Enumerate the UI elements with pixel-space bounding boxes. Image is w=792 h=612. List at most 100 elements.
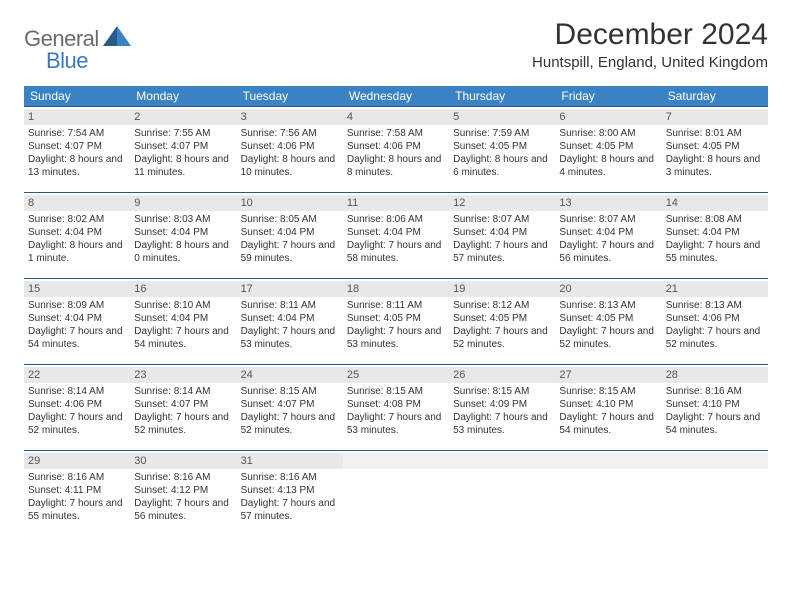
sunrise-text: Sunrise: 7:58 AM [347,127,445,140]
calendar-table: Sunday Monday Tuesday Wednesday Thursday… [24,86,768,537]
weekday-header: Sunday [24,86,130,107]
sunset-text: Sunset: 4:09 PM [453,398,551,411]
sunset-text: Sunset: 4:04 PM [241,312,339,325]
sunrise-text: Sunrise: 8:15 AM [241,385,339,398]
daylight-text: Daylight: 7 hours and 52 minutes. [241,411,339,437]
sunset-text: Sunset: 4:05 PM [453,312,551,325]
sunset-text: Sunset: 4:08 PM [347,398,445,411]
day-cell: 17Sunrise: 8:11 AMSunset: 4:04 PMDayligh… [237,279,343,365]
day-number: 21 [662,281,768,297]
day-number: 23 [130,367,236,383]
day-cell: 30Sunrise: 8:16 AMSunset: 4:12 PMDayligh… [130,451,236,537]
daylight-text: Daylight: 7 hours and 52 minutes. [666,325,764,351]
sunset-text: Sunset: 4:04 PM [453,226,551,239]
sunrise-text: Sunrise: 8:00 AM [559,127,657,140]
sunrise-text: Sunrise: 8:09 AM [28,299,126,312]
sunrise-text: Sunrise: 8:06 AM [347,213,445,226]
daylight-text: Daylight: 7 hours and 52 minutes. [28,411,126,437]
sunset-text: Sunset: 4:07 PM [134,140,232,153]
day-number: 8 [24,195,130,211]
day-cell: 6Sunrise: 8:00 AMSunset: 4:05 PMDaylight… [555,107,661,193]
sunrise-text: Sunrise: 8:13 AM [666,299,764,312]
sunrise-text: Sunrise: 8:15 AM [559,385,657,398]
daylight-text: Daylight: 8 hours and 4 minutes. [559,153,657,179]
day-number [449,453,555,469]
sunset-text: Sunset: 4:11 PM [28,484,126,497]
day-cell: 2Sunrise: 7:55 AMSunset: 4:07 PMDaylight… [130,107,236,193]
daylight-text: Daylight: 8 hours and 11 minutes. [134,153,232,179]
day-number: 4 [343,109,449,125]
sunrise-text: Sunrise: 8:11 AM [241,299,339,312]
day-number: 9 [130,195,236,211]
sunrise-text: Sunrise: 8:01 AM [666,127,764,140]
sunset-text: Sunset: 4:05 PM [666,140,764,153]
day-number: 13 [555,195,661,211]
daylight-text: Daylight: 7 hours and 58 minutes. [347,239,445,265]
sunrise-text: Sunrise: 8:10 AM [134,299,232,312]
week-row: 15Sunrise: 8:09 AMSunset: 4:04 PMDayligh… [24,279,768,365]
daylight-text: Daylight: 7 hours and 55 minutes. [28,497,126,523]
location-text: Huntspill, England, United Kingdom [532,54,768,71]
daylight-text: Daylight: 8 hours and 8 minutes. [347,153,445,179]
day-number: 5 [449,109,555,125]
sunset-text: Sunset: 4:05 PM [559,312,657,325]
week-row: 29Sunrise: 8:16 AMSunset: 4:11 PMDayligh… [24,451,768,537]
sunrise-text: Sunrise: 8:15 AM [347,385,445,398]
day-number: 19 [449,281,555,297]
sunrise-text: Sunrise: 8:02 AM [28,213,126,226]
sunset-text: Sunset: 4:06 PM [28,398,126,411]
weekday-header: Saturday [662,86,768,107]
sunset-text: Sunset: 4:07 PM [134,398,232,411]
day-number: 7 [662,109,768,125]
daylight-text: Daylight: 7 hours and 54 minutes. [134,325,232,351]
calendar-body: 1Sunrise: 7:54 AMSunset: 4:07 PMDaylight… [24,107,768,537]
day-cell [449,451,555,537]
day-cell: 28Sunrise: 8:16 AMSunset: 4:10 PMDayligh… [662,365,768,451]
day-cell: 22Sunrise: 8:14 AMSunset: 4:06 PMDayligh… [24,365,130,451]
sunset-text: Sunset: 4:06 PM [347,140,445,153]
day-number: 27 [555,367,661,383]
daylight-text: Daylight: 7 hours and 56 minutes. [559,239,657,265]
day-cell: 18Sunrise: 8:11 AMSunset: 4:05 PMDayligh… [343,279,449,365]
day-cell: 12Sunrise: 8:07 AMSunset: 4:04 PMDayligh… [449,193,555,279]
weekday-header: Thursday [449,86,555,107]
day-cell: 3Sunrise: 7:56 AMSunset: 4:06 PMDaylight… [237,107,343,193]
day-number: 10 [237,195,343,211]
day-cell: 11Sunrise: 8:06 AMSunset: 4:04 PMDayligh… [343,193,449,279]
day-cell: 29Sunrise: 8:16 AMSunset: 4:11 PMDayligh… [24,451,130,537]
day-number [343,453,449,469]
daylight-text: Daylight: 7 hours and 59 minutes. [241,239,339,265]
logo-triangle-icon [103,24,131,46]
month-title: December 2024 [532,18,768,52]
day-number: 16 [130,281,236,297]
day-cell: 21 Sunrise: 8:13 AMSunset: 4:06 PMDayligh… [662,279,768,365]
sunrise-text: Sunrise: 7:54 AM [28,127,126,140]
sunrise-text: Sunrise: 8:14 AM [28,385,126,398]
day-cell: 14Sunrise: 8:08 AMSunset: 4:04 PMDayligh… [662,193,768,279]
daylight-text: Daylight: 7 hours and 53 minutes. [241,325,339,351]
day-cell: 16Sunrise: 8:10 AMSunset: 4:04 PMDayligh… [130,279,236,365]
daylight-text: Daylight: 7 hours and 57 minutes. [241,497,339,523]
sunset-text: Sunset: 4:06 PM [666,312,764,325]
day-cell: 8Sunrise: 8:02 AMSunset: 4:04 PMDaylight… [24,193,130,279]
sunrise-text: Sunrise: 8:07 AM [453,213,551,226]
weekday-header: Tuesday [237,86,343,107]
day-cell: 20Sunrise: 8:13 AMSunset: 4:05 PMDayligh… [555,279,661,365]
day-cell: 7Sunrise: 8:01 AMSunset: 4:05 PMDaylight… [662,107,768,193]
day-cell: 5Sunrise: 7:59 AMSunset: 4:05 PMDaylight… [449,107,555,193]
sunrise-text: Sunrise: 8:11 AM [347,299,445,312]
logo-text-blue: Blue [24,48,131,74]
weekday-header-row: Sunday Monday Tuesday Wednesday Thursday… [24,86,768,107]
day-number: 15 [24,281,130,297]
sunrise-text: Sunrise: 8:14 AM [134,385,232,398]
sunset-text: Sunset: 4:04 PM [28,226,126,239]
day-number: 6 [555,109,661,125]
day-cell: 10Sunrise: 8:05 AMSunset: 4:04 PMDayligh… [237,193,343,279]
sunset-text: Sunset: 4:10 PM [666,398,764,411]
day-cell: 4 Sunrise: 7:58 AMSunset: 4:06 PMDaylight… [343,107,449,193]
sunrise-text: Sunrise: 8:16 AM [28,471,126,484]
day-number: 31 [237,453,343,469]
sunset-text: Sunset: 4:04 PM [28,312,126,325]
day-cell: 23Sunrise: 8:14 AMSunset: 4:07 PMDayligh… [130,365,236,451]
sunset-text: Sunset: 4:05 PM [453,140,551,153]
